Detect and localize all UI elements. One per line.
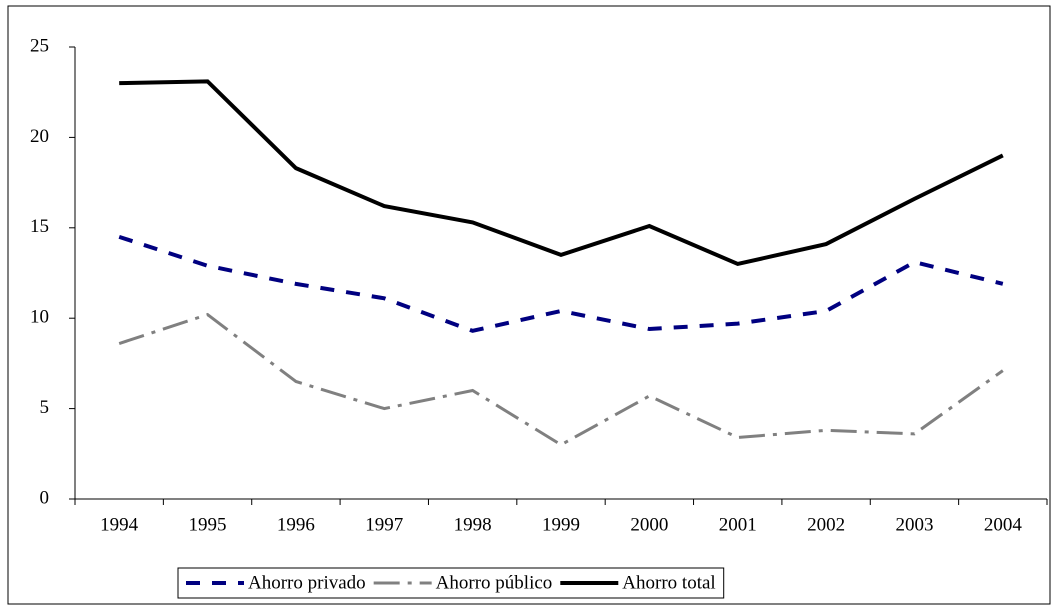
y-tick-label: 20 xyxy=(30,126,49,147)
chart-frame xyxy=(7,5,1051,605)
series-line xyxy=(118,312,1004,447)
y-tick-label: 5 xyxy=(40,397,50,418)
legend-label: Ahorro total xyxy=(622,572,715,593)
y-tick-label: 10 xyxy=(30,307,49,328)
x-tick-label: 1999 xyxy=(542,514,580,535)
x-tick-label: 1998 xyxy=(454,514,492,535)
x-tick-label: 2001 xyxy=(719,514,757,535)
x-tick-label: 2002 xyxy=(807,514,845,535)
x-tick-label: 2003 xyxy=(895,514,933,535)
x-tick-label: 1994 xyxy=(100,514,139,535)
y-tick-label: 0 xyxy=(40,487,50,508)
x-tick-label: 1997 xyxy=(365,514,403,535)
x-tick-label: 1995 xyxy=(189,514,227,535)
series-line xyxy=(119,79,1004,267)
legend-box xyxy=(177,567,725,599)
x-tick-label: 1996 xyxy=(277,514,315,535)
series-line xyxy=(118,234,1004,333)
y-tick-label: 25 xyxy=(30,35,49,56)
y-tick-label: 15 xyxy=(30,216,49,237)
x-tick-label: 2000 xyxy=(630,514,668,535)
x-tick-label: 2004 xyxy=(984,514,1023,535)
legend-label: Ahorro privado xyxy=(248,572,366,593)
legend-label: Ahorro público xyxy=(436,572,553,593)
